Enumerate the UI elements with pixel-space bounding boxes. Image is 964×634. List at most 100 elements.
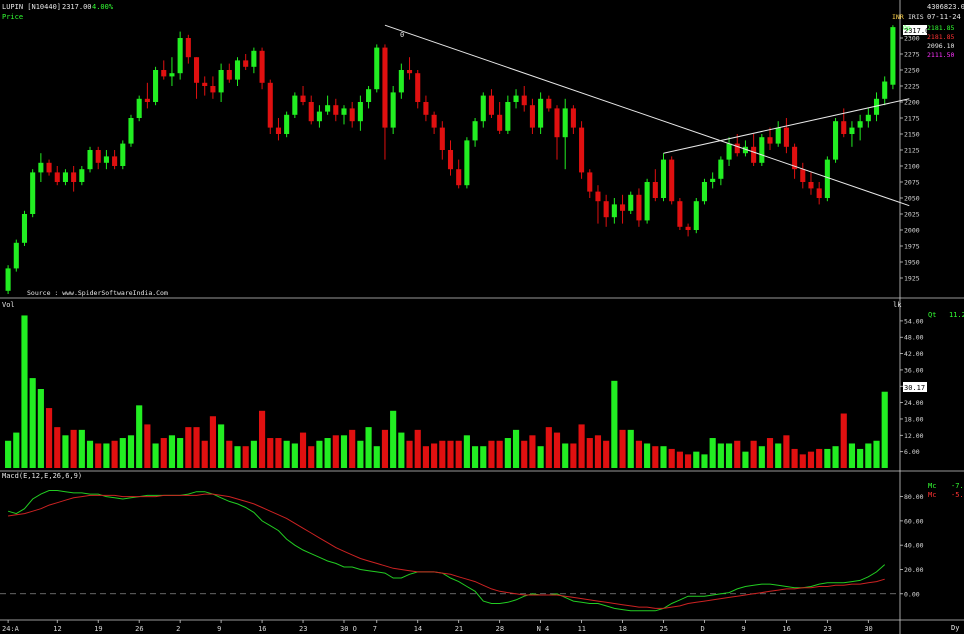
candle-down bbox=[767, 137, 773, 144]
volume-bar bbox=[603, 440, 610, 468]
volume-bar bbox=[349, 429, 356, 468]
volume-bar bbox=[594, 435, 602, 468]
volume-bar bbox=[668, 448, 675, 468]
volume-bar bbox=[226, 440, 233, 468]
x-tick-label: 18 bbox=[619, 625, 627, 633]
candle-down bbox=[603, 201, 609, 218]
volume-bar bbox=[447, 440, 454, 468]
candle-down bbox=[677, 201, 683, 227]
volume-bar bbox=[562, 443, 569, 468]
last-price-tag-box bbox=[903, 25, 927, 35]
trendline-marker: 0 bbox=[400, 31, 404, 39]
candle-up bbox=[480, 95, 486, 122]
candle-up bbox=[136, 98, 142, 118]
price-tick-label: 2250 bbox=[904, 67, 920, 75]
volume-bar bbox=[160, 438, 167, 468]
volume-bar bbox=[127, 435, 135, 468]
volume-bar bbox=[62, 435, 69, 468]
vol-tick-label: 12.00 bbox=[904, 432, 924, 440]
volume-bar bbox=[193, 427, 200, 468]
volume-bar bbox=[775, 443, 782, 468]
candle-down bbox=[95, 150, 101, 163]
cl-value: 2111.50 bbox=[927, 51, 954, 59]
volume-bar bbox=[840, 413, 847, 468]
candle-up bbox=[325, 105, 331, 112]
candle-up bbox=[390, 92, 396, 128]
symbol-label: LUPIN [N10440] bbox=[2, 3, 61, 11]
volume-bar bbox=[529, 435, 536, 468]
candle-down bbox=[808, 182, 814, 189]
candle-down bbox=[570, 108, 576, 128]
candle-up bbox=[13, 242, 19, 269]
price-label: Price bbox=[2, 13, 23, 21]
volume-bar bbox=[37, 389, 44, 468]
candle-up bbox=[759, 137, 765, 163]
volume-bar bbox=[807, 451, 815, 468]
candle-up bbox=[341, 108, 347, 115]
volume-bar bbox=[521, 440, 528, 468]
volume-bar bbox=[119, 438, 126, 468]
volume-bar bbox=[111, 440, 118, 468]
candle-up bbox=[218, 70, 224, 93]
candle-down bbox=[112, 156, 118, 166]
price-tick-label: 2200 bbox=[904, 99, 920, 107]
volume-bar bbox=[283, 440, 290, 468]
last-price-tag: 2317.00 bbox=[904, 27, 934, 35]
volume-bar bbox=[5, 440, 12, 468]
volume-bar bbox=[78, 429, 85, 468]
candle-up bbox=[824, 159, 830, 198]
volume-bar bbox=[144, 424, 151, 468]
candle-up bbox=[718, 159, 724, 179]
date-line: 07-11-24 Th bbox=[927, 13, 964, 21]
volume-bar bbox=[357, 440, 364, 468]
price-tick-label: 2225 bbox=[904, 83, 920, 91]
candle-up bbox=[79, 169, 85, 182]
candle-down bbox=[144, 98, 150, 102]
candle-down bbox=[259, 50, 265, 83]
macd-legend-value-2: -5.68 bbox=[951, 491, 964, 499]
x-axis: 24:A 12 19 26 2 9 16 23 30 O 7 14 21 28 N 4 11 18 25 D 9 16… bbox=[2, 620, 873, 633]
candle-down bbox=[447, 150, 454, 170]
candle-up bbox=[357, 102, 363, 122]
candle-up bbox=[644, 182, 650, 221]
volume-panel: 6.0012.0018.0024.0030.0036.0042.0048.005… bbox=[5, 315, 924, 468]
x-tick-label: 23 bbox=[823, 625, 831, 633]
candle-down bbox=[792, 146, 798, 170]
candle-up bbox=[775, 127, 781, 144]
volume-bar bbox=[873, 440, 880, 468]
vol-last-tag-box bbox=[903, 382, 927, 392]
macd-panel: 0.00 20.00 40.00 60.00 80.00 bbox=[0, 490, 924, 612]
volume-bar bbox=[431, 443, 438, 468]
macd-legend-label-2: Mc bbox=[928, 491, 936, 499]
candle-up bbox=[5, 268, 11, 291]
macd-tick-label: 0.00 bbox=[904, 590, 920, 598]
x-tick-label: 9 bbox=[217, 625, 221, 633]
vol-tick-label: 24.00 bbox=[904, 399, 924, 407]
price-tick-label: 2100 bbox=[904, 163, 920, 171]
volume-bar bbox=[627, 429, 634, 468]
candle-up bbox=[292, 95, 298, 115]
vol-tick-label: 54.00 bbox=[904, 317, 924, 325]
candle-down bbox=[300, 95, 306, 102]
candle-down bbox=[521, 95, 527, 106]
candle-up bbox=[701, 182, 708, 202]
volume-bar bbox=[54, 427, 61, 468]
volume-bar bbox=[750, 440, 757, 468]
volume-bar bbox=[717, 443, 724, 468]
candle-up bbox=[693, 201, 699, 230]
price-tick-label: 1975 bbox=[904, 243, 920, 251]
volume-bar bbox=[406, 440, 413, 468]
volume-bar bbox=[463, 435, 470, 468]
volume-bar bbox=[611, 380, 618, 468]
candle-down bbox=[734, 143, 740, 154]
macd-tick-label: 20.00 bbox=[904, 566, 924, 574]
volume-bar bbox=[824, 448, 831, 468]
candle-down bbox=[685, 226, 691, 230]
x-tick-label: 30 O bbox=[340, 625, 357, 633]
candle-down bbox=[488, 95, 495, 115]
volume-bar bbox=[234, 446, 241, 468]
x-tick-label: 26 bbox=[135, 625, 143, 633]
x-tick-label: 2 bbox=[176, 625, 180, 633]
volume-bar bbox=[332, 435, 339, 468]
